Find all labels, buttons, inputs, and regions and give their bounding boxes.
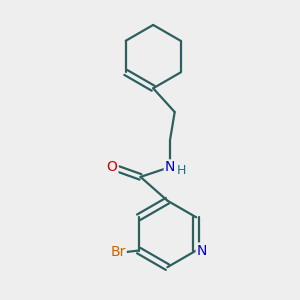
Text: N: N — [197, 244, 207, 257]
Text: H: H — [177, 164, 186, 177]
Text: Br: Br — [110, 245, 126, 259]
Text: O: O — [106, 160, 117, 174]
Text: N: N — [165, 160, 175, 174]
